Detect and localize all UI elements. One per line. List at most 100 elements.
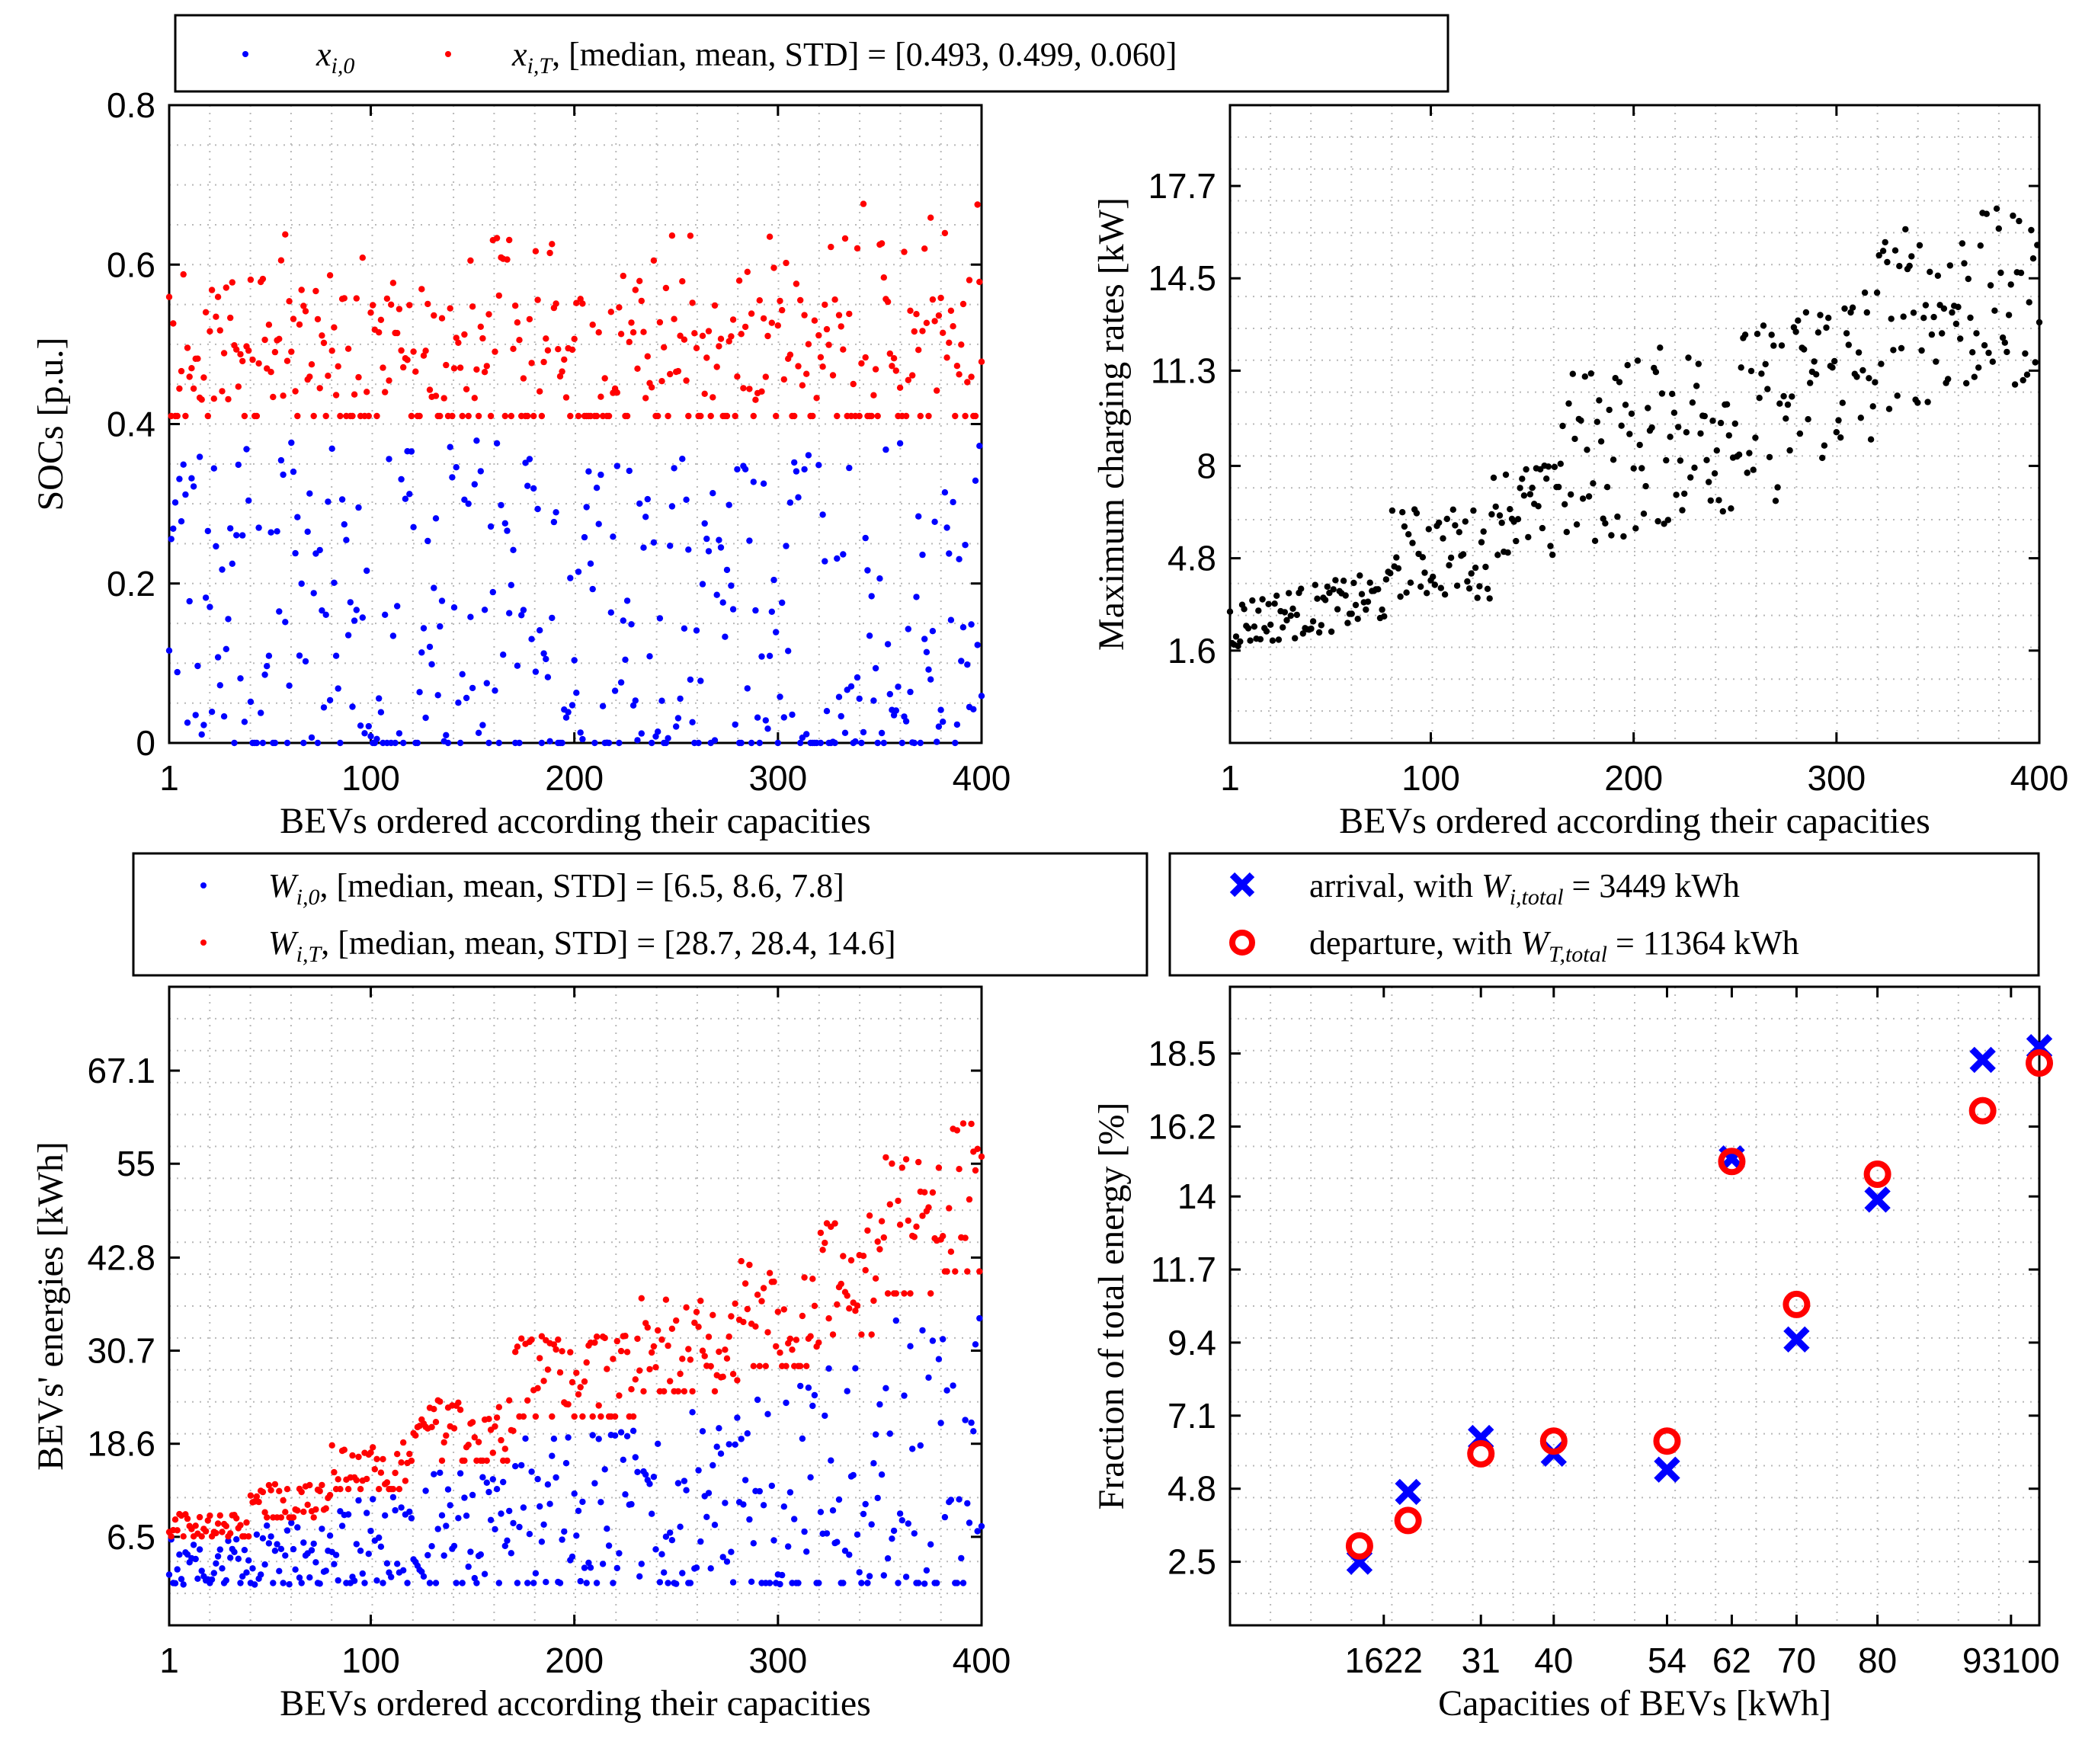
data-point xyxy=(465,1442,472,1449)
data-point xyxy=(1494,552,1501,559)
data-point xyxy=(229,279,235,286)
data-point xyxy=(355,373,362,381)
data-point xyxy=(450,1542,458,1550)
data-point xyxy=(742,323,749,331)
data-point xyxy=(1352,601,1360,609)
data-point xyxy=(740,385,747,392)
data-point xyxy=(773,1343,780,1350)
data-point xyxy=(1664,517,1672,523)
data-point xyxy=(396,1486,403,1493)
data-point xyxy=(418,649,425,656)
data-point xyxy=(180,461,187,468)
data-point xyxy=(1894,392,1901,399)
data-point xyxy=(501,520,508,527)
data-point xyxy=(528,635,535,642)
data-point xyxy=(687,232,694,239)
data-point xyxy=(797,296,804,304)
data-point xyxy=(599,703,607,709)
data-point xyxy=(878,729,886,737)
data-point xyxy=(408,1515,415,1522)
legend-bottom-right: arrival, with Wi,total = 3449 kWh depart… xyxy=(1168,852,2040,977)
data-point xyxy=(746,1516,753,1523)
x-axis-label: BEVs ordered according their capacities xyxy=(280,1683,871,1724)
data-point xyxy=(380,1580,386,1586)
data-point xyxy=(253,1493,261,1500)
data-point xyxy=(783,1362,790,1370)
data-point xyxy=(1535,503,1542,510)
data-point xyxy=(732,721,738,728)
data-point xyxy=(1821,442,1828,449)
data-point xyxy=(465,1563,472,1570)
data-point xyxy=(699,332,706,339)
data-point xyxy=(361,1580,368,1586)
data-point xyxy=(907,688,914,696)
data-point xyxy=(319,1481,325,1489)
data-point xyxy=(506,1507,513,1515)
data-point xyxy=(1673,491,1680,498)
data-point xyxy=(1902,226,1909,233)
data-point xyxy=(355,1497,362,1504)
data-point xyxy=(604,1525,610,1532)
data-point xyxy=(361,730,368,737)
data-point xyxy=(422,347,429,354)
data-point xyxy=(184,344,191,351)
data-point xyxy=(304,1501,311,1509)
data-point xyxy=(764,1410,771,1418)
data-point xyxy=(422,714,429,722)
data-point xyxy=(1969,349,1976,356)
data-point xyxy=(314,739,322,747)
data-point xyxy=(335,363,341,370)
data-point xyxy=(1249,597,1256,604)
data-point xyxy=(394,1561,401,1567)
data-point xyxy=(915,513,922,520)
data-point xyxy=(398,1459,405,1466)
data-point xyxy=(479,1474,486,1481)
data-point xyxy=(1459,551,1467,558)
data-point xyxy=(364,1509,370,1516)
legend-label-arrival: arrival, with Wi,total = 3449 kWh xyxy=(1309,867,1740,910)
data-point xyxy=(404,1580,411,1586)
data-point xyxy=(2020,376,2026,384)
data-point xyxy=(699,1347,706,1354)
data-point xyxy=(854,1531,861,1538)
data-point xyxy=(353,1541,360,1548)
data-point xyxy=(432,1419,440,1426)
data-point xyxy=(1987,282,1994,289)
data-point xyxy=(1807,379,1814,386)
data-point xyxy=(622,1491,629,1498)
y-tick-label: 2.5 xyxy=(1168,1542,1216,1582)
data-point xyxy=(1474,594,1481,601)
data-point xyxy=(495,1580,502,1586)
data-point xyxy=(271,348,279,356)
data-point xyxy=(786,351,794,358)
data-point xyxy=(655,1440,661,1448)
data-point xyxy=(1949,309,1955,316)
data-point xyxy=(719,1373,726,1381)
data-point xyxy=(610,533,617,540)
data-point xyxy=(799,1312,806,1320)
data-point xyxy=(819,511,826,518)
data-point xyxy=(876,575,883,582)
data-point xyxy=(559,1536,565,1543)
data-point xyxy=(785,1543,792,1550)
data-point xyxy=(213,543,219,550)
data-point xyxy=(540,1521,547,1529)
data-point xyxy=(693,1564,700,1571)
data-point xyxy=(216,327,223,334)
data-point xyxy=(1424,590,1430,597)
data-point xyxy=(245,497,252,504)
data-point xyxy=(723,412,731,420)
data-point xyxy=(583,1359,590,1366)
data-point xyxy=(828,243,834,251)
data-point xyxy=(1685,354,1692,361)
data-point xyxy=(434,1525,441,1532)
data-point xyxy=(319,1525,325,1532)
data-point xyxy=(695,1467,702,1474)
data-point xyxy=(1681,490,1688,498)
data-point xyxy=(838,323,844,330)
data-point xyxy=(518,612,525,619)
data-point xyxy=(1774,484,1781,491)
data-point xyxy=(1456,529,1463,536)
data-point xyxy=(575,412,582,420)
